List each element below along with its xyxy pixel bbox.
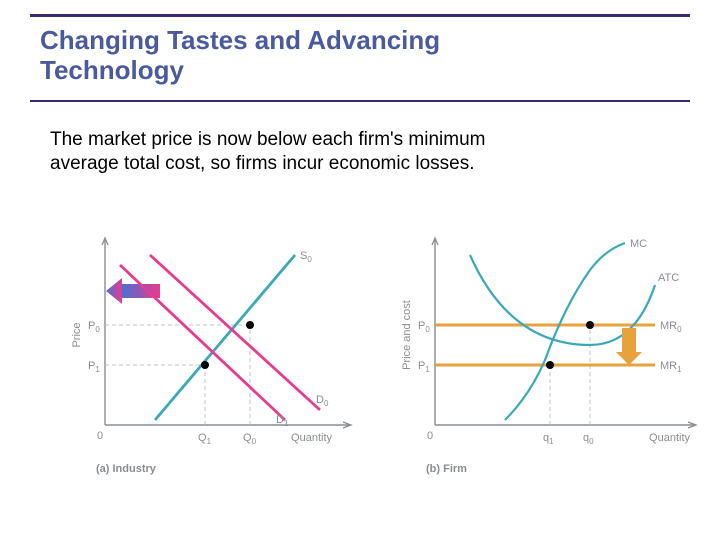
mc-curve bbox=[505, 243, 625, 420]
panel-b-svg: Price and cost Quantity 0 P0 P1 q1 q0 MC… bbox=[390, 225, 710, 465]
demand-0-curve bbox=[150, 255, 320, 410]
panel-firm: Price and cost Quantity 0 P0 P1 q1 q0 MC… bbox=[390, 225, 690, 485]
origin-label: 0 bbox=[427, 430, 433, 442]
eq-0-dot bbox=[586, 321, 594, 329]
demand-shift-arrow bbox=[106, 278, 160, 304]
d0-label: D0 bbox=[316, 394, 329, 408]
eq-1-dot bbox=[201, 361, 209, 369]
eq-0-dot bbox=[246, 321, 254, 329]
mc-label: MC bbox=[630, 238, 647, 250]
panel-a-caption: (a) Industry bbox=[96, 463, 156, 475]
demand-1-curve bbox=[120, 265, 285, 420]
body-line-1: The market price is now below each firm'… bbox=[50, 128, 485, 152]
p1-label: P1 bbox=[88, 360, 100, 374]
s0-label: S0 bbox=[300, 250, 312, 264]
q0-label: q0 bbox=[583, 432, 594, 446]
body-text: The market price is now below each firm'… bbox=[50, 128, 485, 176]
mr-shift-arrow bbox=[616, 328, 642, 365]
x-axis-label: Quantity bbox=[291, 432, 332, 444]
x-axis-label: Quantity bbox=[649, 432, 690, 444]
top-rule bbox=[30, 14, 690, 17]
title-line-1: Changing Tastes and Advancing bbox=[40, 26, 440, 56]
y-axis-label: Price bbox=[71, 322, 83, 347]
panel-a-svg: Price Quantity 0 P0 P1 Q1 Q0 S0 D0 D1 bbox=[60, 225, 360, 465]
page-title: Changing Tastes and Advancing Technology bbox=[40, 26, 440, 86]
d1-label: D1 bbox=[276, 414, 289, 428]
title-line-2: Technology bbox=[40, 56, 440, 86]
origin-label: 0 bbox=[97, 430, 103, 442]
panel-industry: Price Quantity 0 P0 P1 Q1 Q0 S0 D0 D1 (a… bbox=[60, 225, 360, 485]
q1-label: q1 bbox=[543, 432, 554, 446]
eq-1-dot bbox=[546, 361, 554, 369]
body-line-2: average total cost, so firms incur econo… bbox=[50, 152, 485, 176]
y-axis-label: Price and cost bbox=[401, 300, 413, 370]
p1-label: P1 bbox=[418, 360, 430, 374]
p0-label: P0 bbox=[88, 320, 100, 334]
q1-label: Q1 bbox=[198, 432, 212, 446]
p0-label: P0 bbox=[418, 320, 430, 334]
mr1-label: MR1 bbox=[660, 360, 682, 374]
atc-label: ATC bbox=[658, 272, 679, 284]
q0-label: Q0 bbox=[243, 432, 257, 446]
panel-b-caption: (b) Firm bbox=[426, 463, 467, 475]
title-underline bbox=[30, 100, 690, 102]
mr0-label: MR0 bbox=[660, 320, 682, 334]
